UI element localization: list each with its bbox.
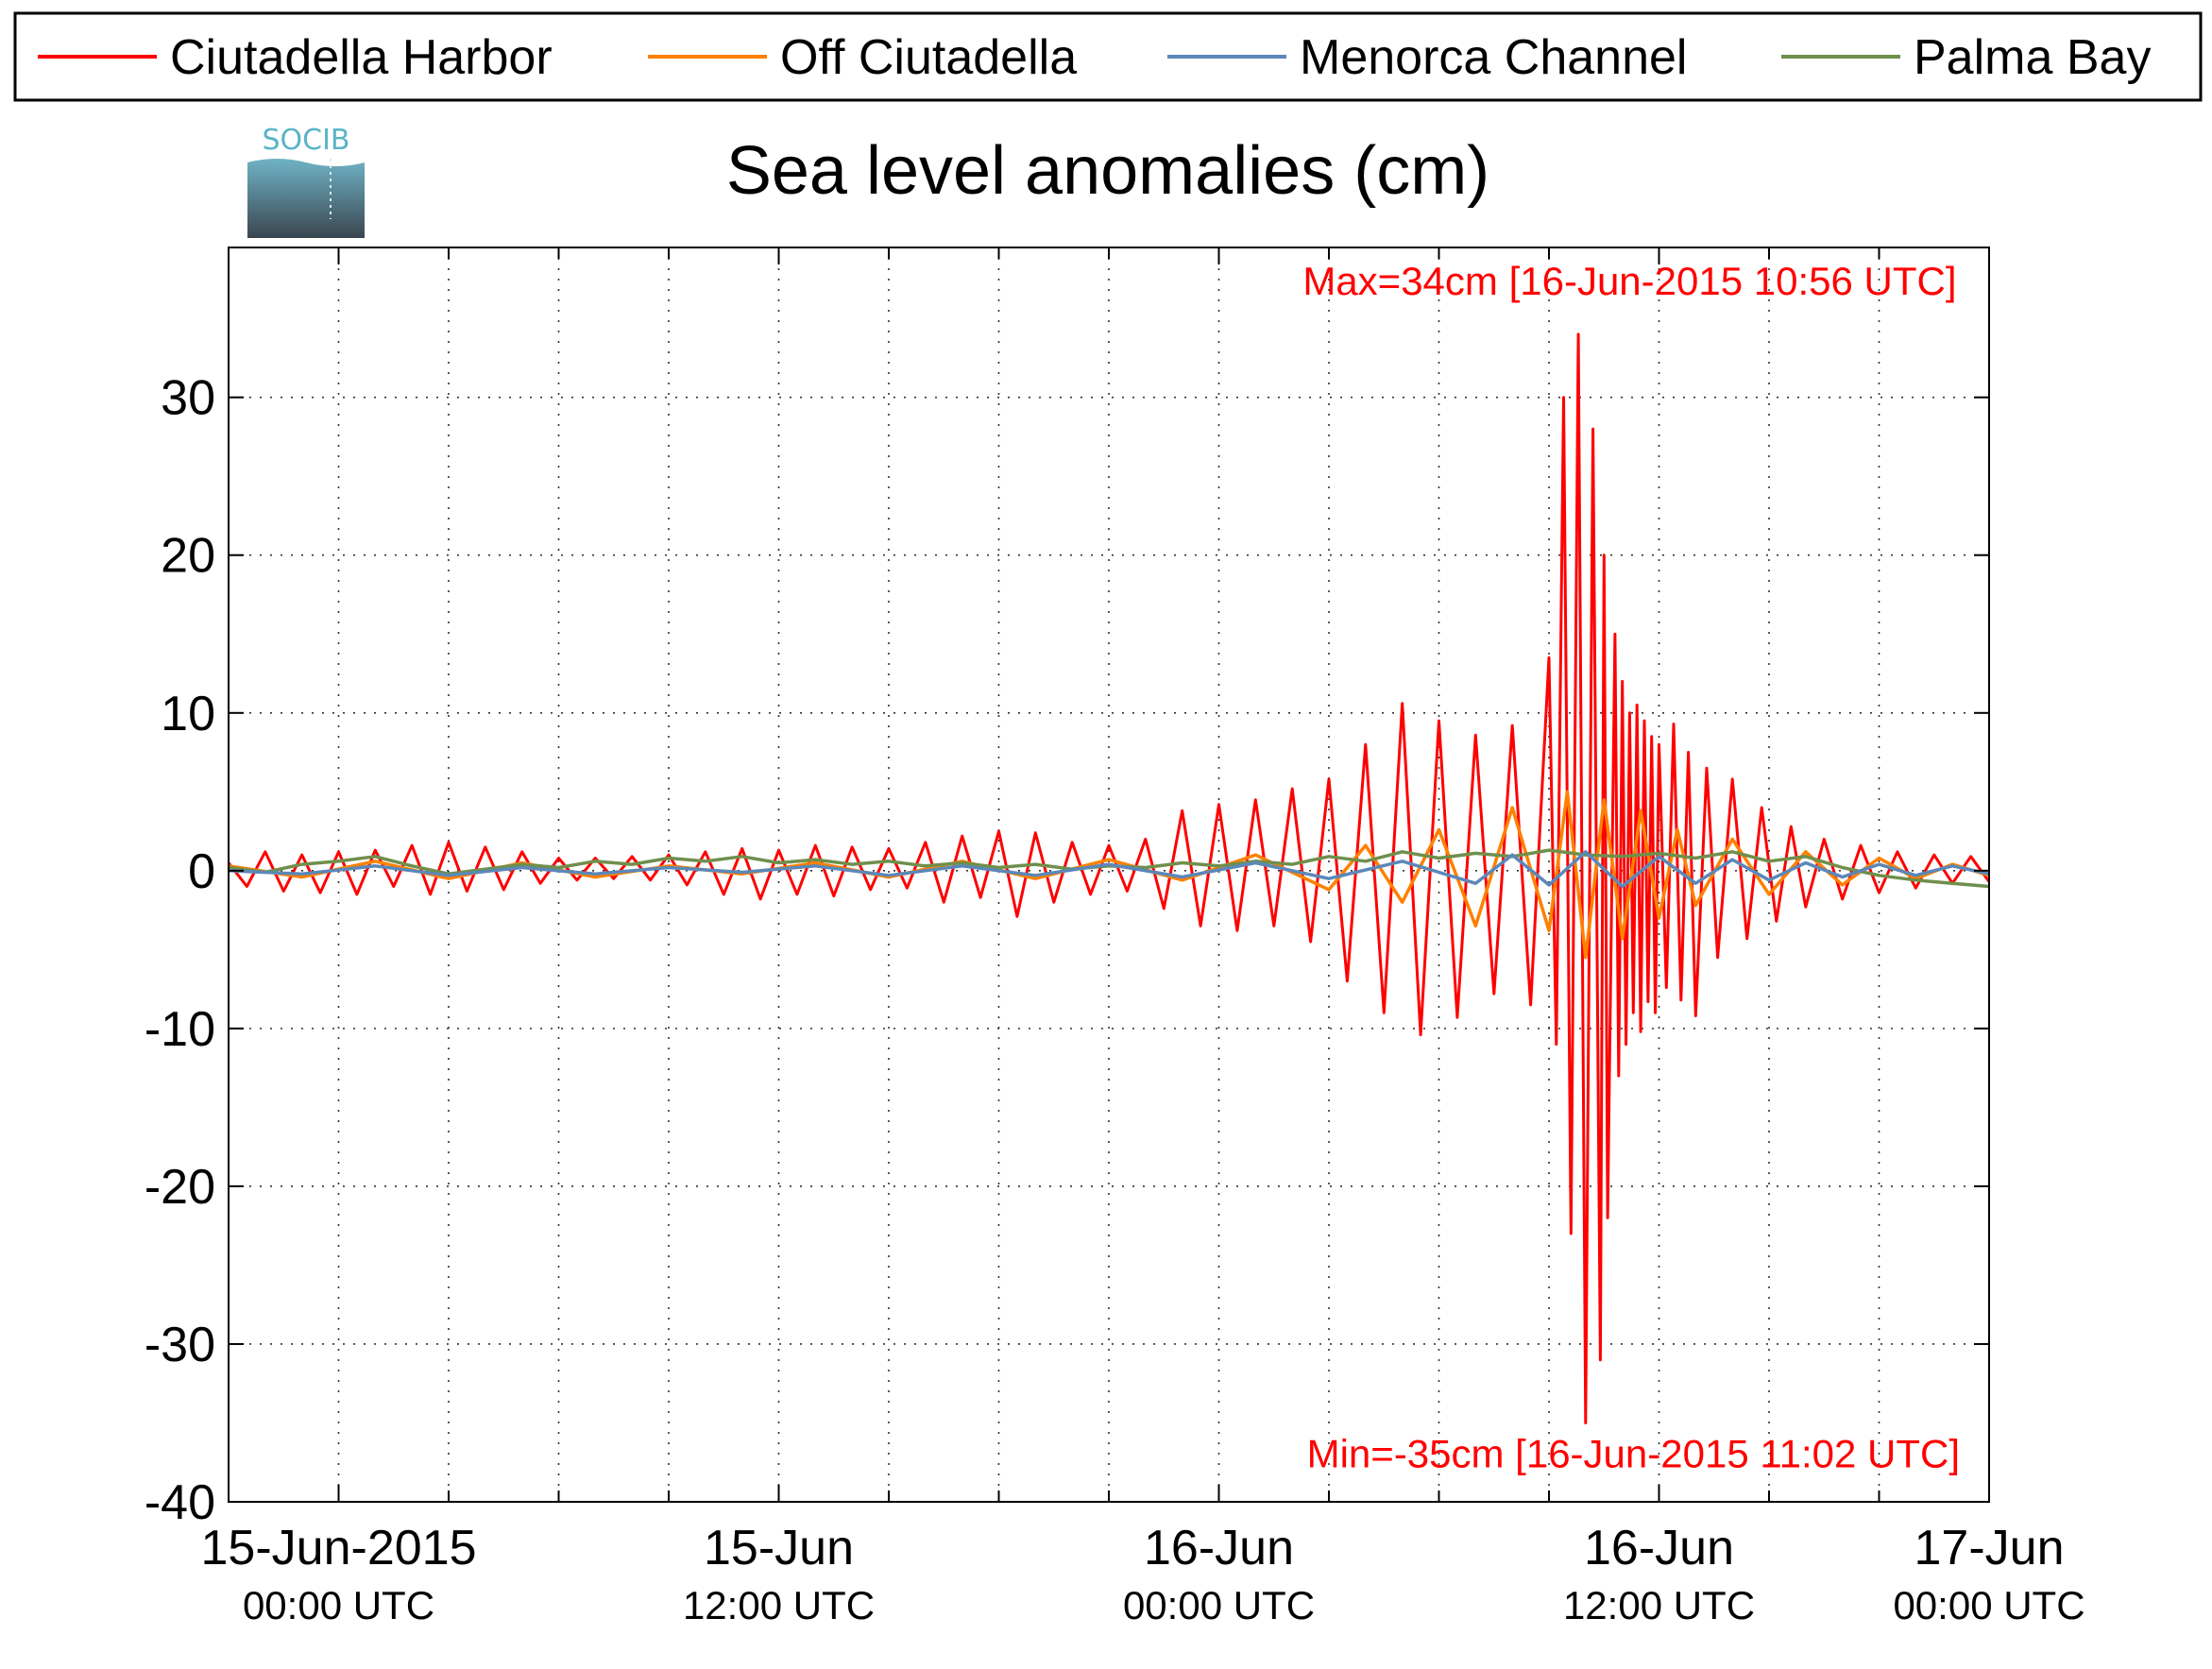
y-tick-label: -20	[145, 1160, 215, 1215]
y-tick-label: 20	[161, 529, 215, 584]
y-tick-label: 0	[188, 844, 215, 899]
x-tick-label-time: 00:00 UTC	[1893, 1583, 2084, 1627]
x-tick-label-date: 16-Jun	[1584, 1521, 1734, 1575]
plot-area: -40 -30 -20 -10 0 10 20 30 15-Jun-2015 00:00 UTC…	[145, 247, 2085, 1627]
x-tick-label-date: 17-Jun	[1914, 1521, 2065, 1575]
legend-label-palma-bay: Palma Bay	[1914, 30, 2151, 85]
legend-label-menorca-channel: Menorca Channel	[1300, 30, 1687, 85]
x-tick-label-date: 15-Jun	[704, 1521, 854, 1575]
legend-label-ciutadella-harbor: Ciutadella Harbor	[170, 30, 553, 85]
x-tick-label-time: 12:00 UTC	[1563, 1583, 1755, 1627]
y-tick-labels: -40 -30 -20 -10 0 10 20 30	[145, 371, 215, 1530]
y-tick-label: -10	[145, 1002, 215, 1057]
socib-logo: SOCIB	[247, 124, 365, 238]
ticks	[229, 247, 1990, 1503]
chart-title: Sea level anomalies (cm)	[726, 133, 1489, 209]
x-tick-label-time: 12:00 UTC	[683, 1583, 875, 1627]
svg-text:SOCIB: SOCIB	[262, 124, 349, 157]
y-tick-label: 10	[161, 687, 215, 741]
annotations: Max=34cm [16-Jun-2015 10:56 UTC] Min=-35c…	[1302, 259, 1960, 1475]
annotation-min: Min=-35cm [16-Jun-2015 11:02 UTC]	[1307, 1431, 1960, 1475]
x-tick-label-time: 00:00 UTC	[1123, 1583, 1315, 1627]
x-tick-label-time: 00:00 UTC	[243, 1583, 434, 1627]
y-tick-label: -40	[145, 1475, 215, 1530]
y-tick-label: -30	[145, 1318, 215, 1372]
annotation-max: Max=34cm [16-Jun-2015 10:56 UTC]	[1302, 259, 1956, 303]
x-tick-label-date: 16-Jun	[1144, 1521, 1294, 1575]
legend: Ciutadella Harbor Off Ciutadella Menorca…	[13, 11, 2203, 102]
x-tick-label-date: 15-Jun-2015	[201, 1521, 477, 1575]
series-layer	[227, 332, 1991, 1424]
y-tick-label: 30	[161, 371, 215, 426]
series-menorca-channel	[228, 850, 1990, 889]
legend-label-off-ciutadella: Off Ciutadella	[780, 30, 1077, 85]
x-tick-labels: 15-Jun-2015 00:00 UTC 15-Jun 12:00 UTC 16-Ju…	[201, 1521, 2085, 1627]
